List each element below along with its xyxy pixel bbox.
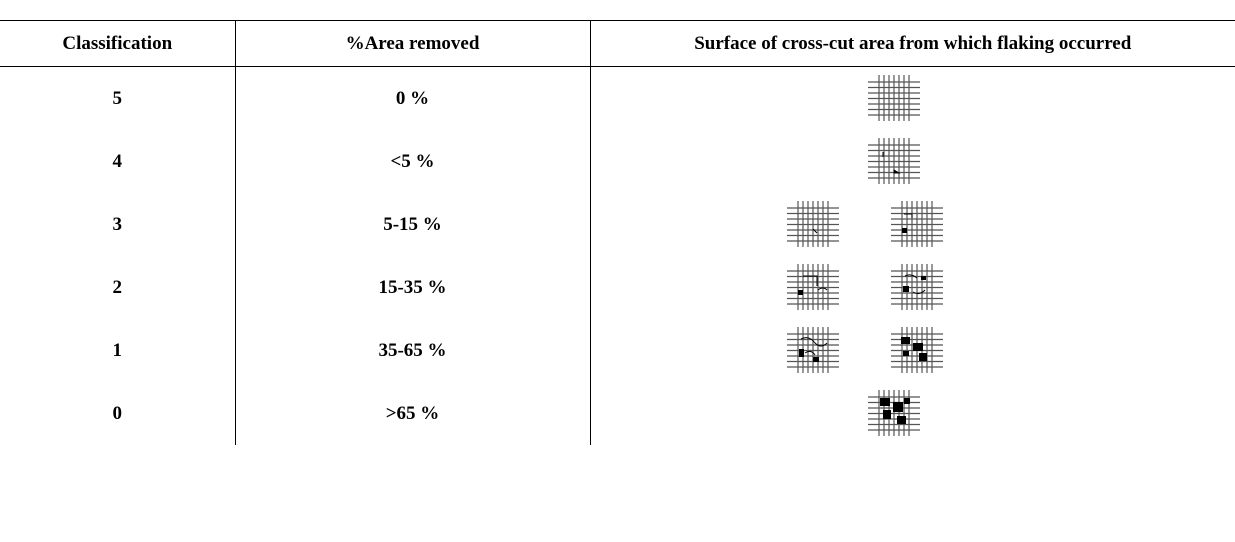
image-cell	[590, 382, 1235, 445]
class-cell: 5	[0, 67, 235, 131]
header-row: Classification %Area removed Surface of …	[0, 21, 1235, 67]
page: html, body { margin: 0; padding: 0; back…	[0, 0, 1235, 542]
class-cell: 2	[0, 256, 235, 319]
area-cell: 0 %	[235, 67, 590, 131]
image-cell	[590, 193, 1235, 256]
area-cell: <5 %	[235, 130, 590, 193]
row: 2 15-35 %	[0, 256, 1235, 319]
cross-cut-icon	[591, 256, 1235, 319]
image-cell	[590, 319, 1235, 382]
row: 3 5-15 %	[0, 193, 1235, 256]
image-cell	[590, 130, 1235, 193]
row: 1 35-65 %	[0, 319, 1235, 382]
area-cell: 15-35 %	[235, 256, 590, 319]
class-cell: 3	[0, 193, 235, 256]
cross-cut-icon	[591, 382, 1235, 445]
image-cell	[590, 256, 1235, 319]
cross-cut-icon	[591, 67, 1235, 130]
class-cell: 4	[0, 130, 235, 193]
row: 5 0 %	[0, 67, 1235, 131]
body: {"table": {"header": ["Classification", …	[0, 20, 1235, 542]
class-cell: 0	[0, 382, 235, 445]
cross-cut-icon	[591, 193, 1235, 256]
row: 4 <5 %	[0, 130, 1235, 193]
cross-cut-icon	[591, 319, 1235, 382]
header-cell: Surface of cross-cut area from which fla…	[590, 21, 1235, 67]
header-cell: %Area removed	[235, 21, 590, 67]
header-cell: Classification	[0, 21, 235, 67]
cross-cut-icon	[591, 130, 1235, 193]
area-cell: 35-65 %	[235, 319, 590, 382]
image-cell	[590, 67, 1235, 131]
row: 0 >65 %	[0, 382, 1235, 445]
area-cell: >65 %	[235, 382, 590, 445]
classification-table: Classification %Area removed Surface of …	[0, 20, 1235, 445]
area-cell: 5-15 %	[235, 193, 590, 256]
class-cell: 1	[0, 319, 235, 382]
